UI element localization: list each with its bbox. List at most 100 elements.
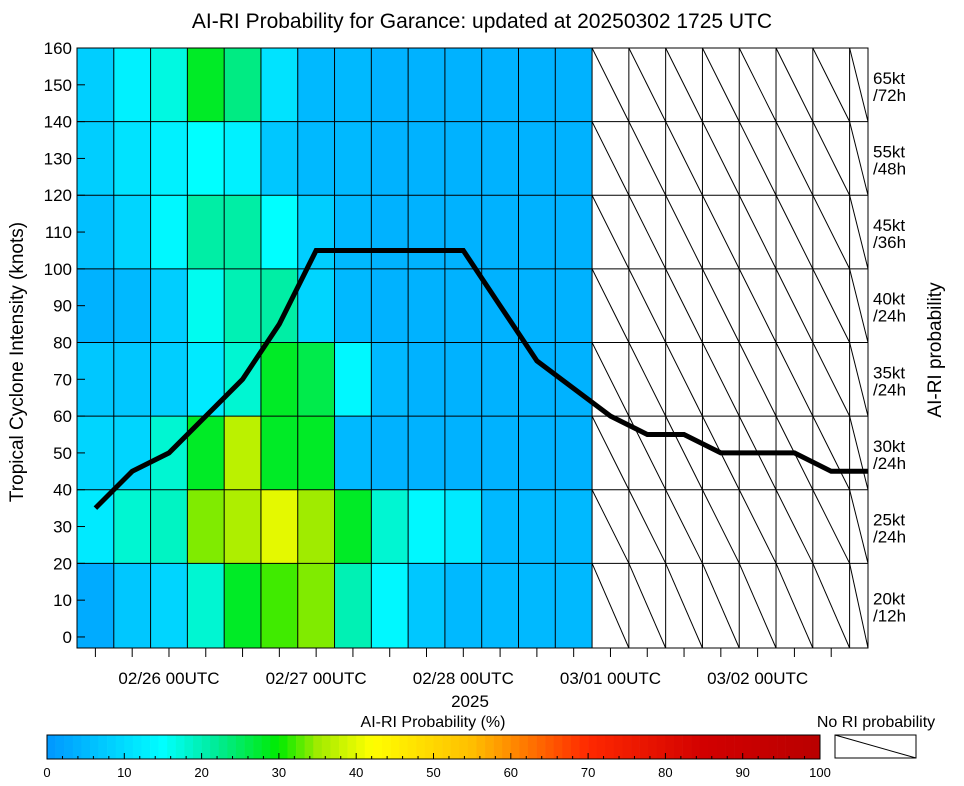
colorbar-segment: [175, 735, 185, 759]
ri-threshold-speed: 45kt: [873, 216, 905, 235]
hatch-line: [849, 415, 869, 490]
colorbar-segment: [227, 735, 237, 759]
colorbar-segment: [562, 735, 572, 759]
colorbar-segment: [699, 735, 709, 759]
heatmap-cell: [518, 563, 556, 648]
heatmap-cell: [518, 195, 556, 269]
colorbar-segment: [485, 735, 494, 759]
hatch-line: [665, 47, 703, 122]
heatmap-cell: [297, 563, 335, 648]
heatmap-cell: [555, 563, 593, 648]
heatmap-cell: [444, 48, 482, 122]
x-tick-label: 02/28 00UTC: [413, 669, 514, 688]
heatmap-cell: [481, 121, 519, 196]
heatmap-cell: [224, 195, 261, 269]
heatmap-cell: [408, 489, 445, 564]
hatch-line: [665, 489, 703, 564]
colorbar-segment: [648, 735, 658, 759]
colorbar-segment: [132, 735, 142, 759]
ri-threshold-speed: 30kt: [873, 437, 905, 456]
hatch-line: [665, 342, 703, 417]
x-tick-label: 02/26 00UTC: [118, 669, 219, 688]
hatch-line: [665, 195, 703, 270]
y-tick-label: 60: [53, 407, 72, 426]
heatmap-cell: [77, 563, 114, 648]
heatmap-cell: [444, 563, 482, 648]
hatch-line: [591, 563, 630, 649]
right-axis-label: AI-RI probability: [925, 282, 946, 418]
heatmap-cell: [371, 195, 409, 269]
hatch-line: [775, 47, 814, 122]
colorbar-segment: [622, 735, 632, 759]
hatch-line: [701, 121, 740, 196]
heatmap-cell: [371, 268, 409, 343]
ri-threshold-hours: /24h: [873, 307, 906, 326]
colorbar-segment: [347, 735, 357, 759]
colorbar-segment: [605, 735, 615, 759]
heatmap-cell: [408, 48, 445, 122]
hatch-line: [812, 268, 851, 343]
heatmap-cell: [518, 48, 556, 122]
hatch-line: [812, 195, 851, 270]
colorbar-segment: [665, 735, 675, 759]
hatch-line: [849, 563, 869, 649]
colorbar-segment: [596, 735, 606, 759]
hatch-line: [812, 121, 851, 196]
colorbar-tick-label: 20: [194, 765, 208, 780]
colorbar-segment: [725, 735, 735, 759]
heatmap-cell: [371, 416, 409, 490]
colorbar-segment: [89, 735, 99, 759]
y-tick-label: 120: [44, 186, 72, 205]
colorbar-segment: [407, 735, 417, 759]
hatch-line: [701, 47, 740, 122]
heatmap-cell: [150, 268, 188, 343]
no-ri-legend-label: No RI probability: [817, 714, 935, 731]
y-tick-label: 110: [45, 223, 72, 242]
heatmap-cell: [481, 195, 519, 269]
hatch-line: [628, 563, 667, 649]
ri-threshold-hours: /12h: [873, 607, 906, 626]
heatmap-cell: [408, 563, 445, 648]
colorbar-segment: [613, 735, 623, 759]
colorbar-segment: [802, 735, 812, 759]
colorbar-segment: [81, 735, 91, 759]
colorbar-segment: [321, 735, 331, 759]
colorbar-tick-label: 80: [658, 765, 672, 780]
heatmap-cell: [444, 195, 482, 269]
heatmap-cell: [187, 563, 225, 648]
hatch-line: [738, 489, 777, 564]
hatch-line: [628, 342, 667, 417]
colorbar-tick-label: 70: [581, 765, 595, 780]
colorbar-segment: [47, 735, 56, 759]
heatmap-cell: [334, 121, 372, 196]
hatch-line: [701, 489, 740, 564]
heatmap-cell: [113, 121, 151, 196]
y-tick-label: 70: [53, 370, 72, 389]
hatch-line: [775, 121, 814, 196]
colorbar-segment: [55, 735, 65, 759]
colorbar-ticks: 0 10 20 30 40 50 60 70 80 90 100: [43, 753, 831, 780]
heatmap-cell: [408, 121, 445, 196]
hatch-line: [812, 489, 851, 564]
heatmap-cell: [408, 416, 445, 490]
colorbar-segment: [304, 735, 314, 759]
heatmap-cell: [113, 342, 151, 417]
colorbar-segment: [158, 735, 168, 759]
hatch-line: [738, 268, 777, 343]
ri-threshold-labels: 20kt/12h25kt/24h30kt/24h35kt/24h40kt/24h…: [873, 69, 906, 626]
ri-threshold-hours: /48h: [873, 159, 906, 178]
colorbar-segment: [364, 735, 374, 759]
colorbar-segment: [742, 735, 752, 759]
heatmap-cell: [518, 268, 556, 343]
colorbar-tick-label: 60: [504, 765, 518, 780]
hatch-line: [591, 195, 630, 270]
heatmap-cell: [334, 48, 372, 122]
heatmap-cell: [555, 121, 593, 196]
hatch-line: [775, 563, 814, 649]
heatmap-cell: [224, 416, 261, 490]
colorbar-segment: [768, 735, 778, 759]
colorbar-segment: [193, 735, 202, 759]
ri-threshold-speed: 55kt: [873, 142, 905, 161]
colorbar-segment: [399, 735, 409, 759]
heatmap-cell: [187, 489, 225, 564]
